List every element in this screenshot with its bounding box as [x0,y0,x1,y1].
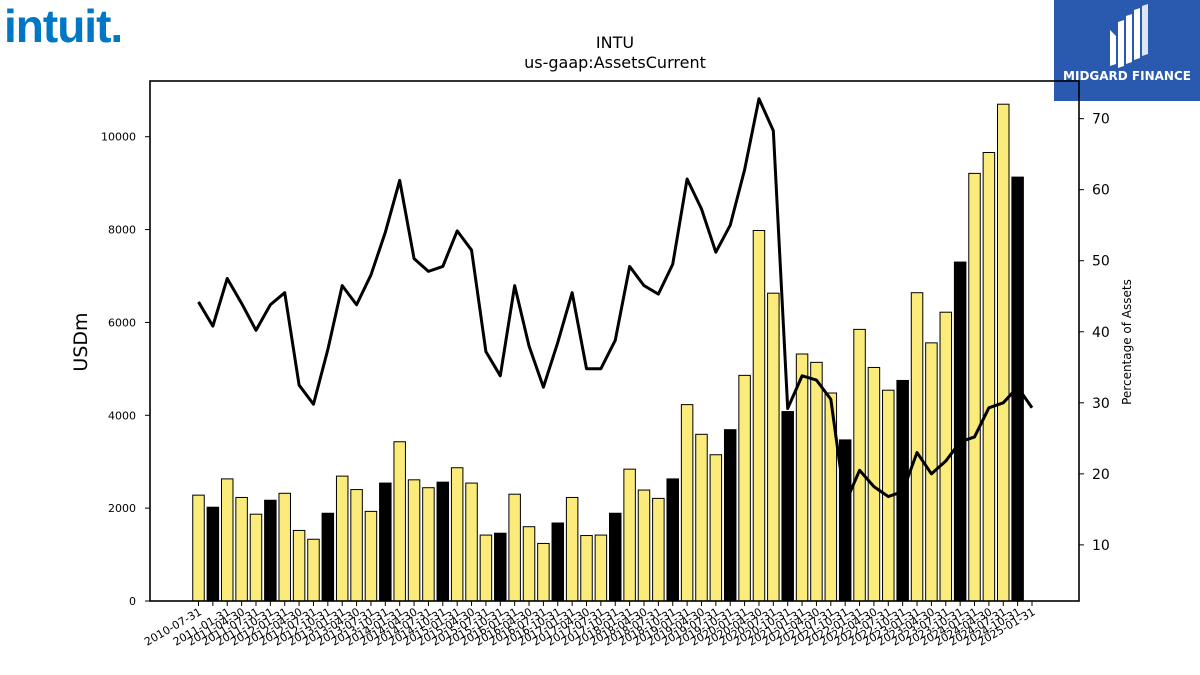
y-tick-label: 0 [129,595,136,608]
bar-2012-04-30 [292,529,306,602]
bar-2016-04-30 [522,526,536,602]
bar-2014-07-31 [422,487,435,602]
bar-2017-07-31 [594,534,608,602]
bar-2017-10-31 [609,512,622,602]
y2-axis-label: Percentage of Assets [1120,279,1134,405]
midgard-logo-text: MIDGARD FINANCE [1063,69,1191,83]
bar-2010-10-31 [206,506,220,602]
bar-2014-01-31 [393,441,406,602]
bar-2023-01-31 [910,292,924,602]
bar-2010-07-31 [192,494,205,602]
bar-2014-04-30 [407,479,421,602]
bar-2017-01-31 [565,496,579,602]
bar-2024-07-31 [997,103,1010,602]
bar-2011-01-31 [220,478,234,602]
bar-2024-01-31 [968,172,981,602]
bar-2018-07-31 [652,497,665,602]
y-tick-label: 6000 [108,316,136,329]
y2-tick-label: 50 [1092,254,1110,270]
bar-2018-01-31 [623,468,636,602]
bar-2022-01-31 [853,328,866,602]
bar-2013-07-31 [364,510,378,602]
bar-2018-10-31 [666,478,679,602]
percentage-line [197,97,1034,506]
bar-2015-04-30 [465,482,478,602]
bar-2015-01-31 [450,467,464,602]
plot-frame [149,80,1080,602]
y2-tick-label: 30 [1092,396,1110,412]
bar-series [192,103,1024,602]
bar-2023-10-31 [953,261,967,602]
bar-2021-04-30 [810,361,823,602]
x-axis-ticks: 2010-07-312011-01-312011-04-302011-07-31… [142,601,1038,649]
bar-2016-01-31 [508,493,521,602]
bar-2019-07-31 [709,454,723,602]
bar-2020-04-30 [752,230,766,602]
bar-2020-07-31 [767,292,780,602]
bar-2012-07-31 [307,538,320,602]
y2-tick-label: 20 [1092,467,1110,483]
bar-2021-01-31 [795,353,809,602]
bar-2012-10-31 [321,512,335,602]
y-tick-label: 10000 [101,131,136,144]
bar-2019-04-30 [695,433,708,602]
bar-2018-04-30 [637,489,651,602]
midgard-emblem-icon [1110,4,1148,68]
y2-tick-label: 10 [1092,538,1110,554]
bar-2017-04-30 [580,535,593,602]
bar-2015-07-31 [479,534,493,602]
y2-axis-ticks: 10 20 30 40 50 60 70 [1079,112,1110,554]
bar-2020-10-31 [781,411,794,602]
y-tick-label: 4000 [108,409,136,422]
bar-2019-10-31 [723,429,737,602]
y-axis-ticks: 0 2000 4000 6000 8000 10000 [101,131,150,608]
bar-2011-04-30 [235,496,248,602]
intuit-logo: intuit. [4,0,154,56]
chart-subtitle: us-gaap:AssetsCurrent [524,53,706,72]
bar-2015-10-31 [494,532,507,602]
bar-2016-07-31 [537,542,550,602]
bar-2011-07-31 [249,513,263,602]
bar-2011-10-31 [264,499,277,602]
bar-2024-04-30 [982,152,996,602]
bar-2013-01-31 [335,475,349,602]
bar-2013-10-31 [379,482,392,602]
bar-2016-10-31 [551,522,565,602]
chart-title: INTU [596,33,634,52]
bar-2013-04-30 [350,489,363,602]
y-tick-label: 2000 [108,502,136,515]
y-axis-label: USDm [70,312,92,371]
bar-2012-01-31 [278,492,291,602]
intuit-logo-text: intuit. [4,2,122,52]
y2-tick-label: 60 [1092,183,1110,199]
bar-2014-10-31 [436,481,450,602]
y2-tick-label: 40 [1092,325,1110,341]
y-tick-label: 8000 [108,224,136,237]
bar-2020-01-31 [738,374,751,602]
y2-tick-label: 70 [1092,112,1110,128]
line-series [197,97,1034,506]
bar-2019-01-31 [680,404,694,602]
